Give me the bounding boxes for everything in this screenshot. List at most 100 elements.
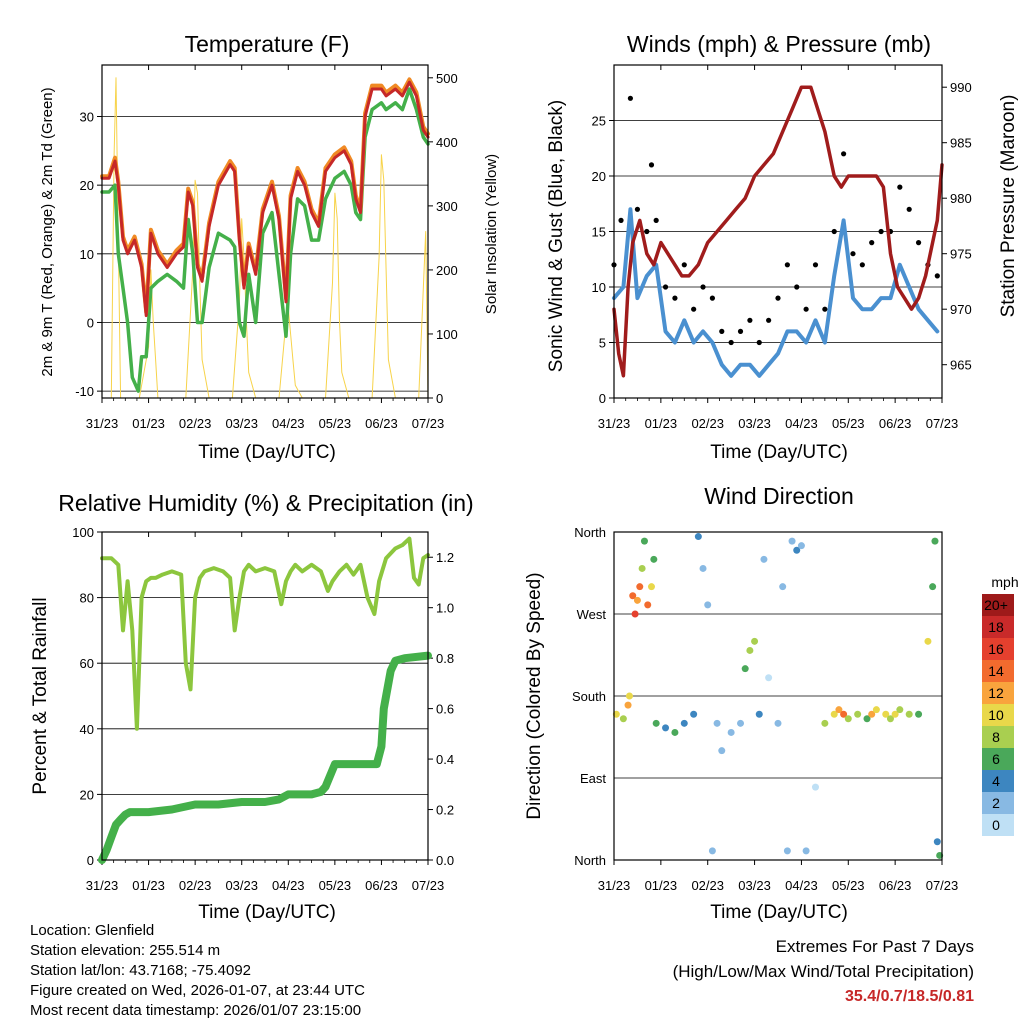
direction-point <box>929 583 937 591</box>
gust-point <box>906 206 912 212</box>
direction-point <box>840 710 848 718</box>
location-text: Location: Glenfield <box>30 922 155 939</box>
gust-point <box>747 317 753 323</box>
direction-point <box>636 583 644 591</box>
latlon-text: Station lat/lon: 43.7168; -75.4092 <box>30 962 252 979</box>
direction-point <box>844 715 852 723</box>
direction-point <box>783 847 791 855</box>
colorbar-label: 20+ <box>984 597 1008 613</box>
colorbar-label: 12 <box>988 685 1004 701</box>
y2-tick-label: 990 <box>950 80 972 95</box>
y2-tick-label: 300 <box>436 199 458 214</box>
direction-point <box>755 710 763 718</box>
direction-point <box>868 710 876 718</box>
direction-point <box>891 710 899 718</box>
winds-ylabel: Sonic Wind & Gust (Blue, Black) <box>546 100 567 372</box>
wind-line <box>612 207 940 378</box>
direction-point <box>793 546 801 554</box>
extremes-box: Extremes For Past 7 Days (High/Low/Max W… <box>673 934 974 1009</box>
colorbar-swatch <box>982 814 1014 836</box>
colorbar-swatch <box>982 704 1014 726</box>
rh-line <box>100 536 430 731</box>
y2-tick-label: 200 <box>436 263 458 278</box>
direction-point <box>640 537 648 545</box>
gust-point <box>709 295 716 301</box>
direction-point <box>652 719 660 727</box>
y2-tick-label: 980 <box>950 191 972 206</box>
x-tick-label: 03/23 <box>738 878 771 893</box>
x-tick-label: 04/23 <box>785 878 818 893</box>
gust-point <box>859 262 865 268</box>
y-tick-label: 30 <box>80 109 94 124</box>
gust-point <box>648 162 655 168</box>
y2-tick-label: 965 <box>950 358 972 373</box>
direction-point <box>821 719 829 727</box>
direction-point <box>644 601 652 609</box>
x-tick-label: 01/23 <box>132 878 165 893</box>
x-tick-label: 06/23 <box>879 878 912 893</box>
gust-point <box>878 228 884 235</box>
colorbar-title: mph <box>991 574 1018 590</box>
temperature-panel: Temperature (F) Time (Day/UTC) 2m & 9m T… <box>39 31 500 463</box>
x-tick-label: 02/23 <box>179 878 212 893</box>
direction-point <box>882 710 890 718</box>
x-tick-label: 06/23 <box>879 416 912 431</box>
temperature-y2label: Solar Insolation (Yellow) <box>483 154 500 314</box>
colorbar-swatch <box>982 748 1014 770</box>
colorbar-swatch <box>982 616 1014 638</box>
direction-point <box>631 610 639 618</box>
y-tick-label: 80 <box>80 591 94 606</box>
x-tick-label: 05/23 <box>832 878 865 893</box>
direction-point <box>625 692 633 700</box>
direction-point <box>896 706 904 714</box>
direction-point <box>830 710 838 718</box>
dewpoint-line <box>100 87 430 393</box>
y2-tick-label: 400 <box>436 135 458 150</box>
recent-text: Most recent data timestamp: 2026/01/07 2… <box>30 1002 362 1019</box>
colorbar-swatch <box>982 682 1014 704</box>
x-tick-label: 04/23 <box>785 416 818 431</box>
x-tick-label: 01/23 <box>645 416 678 431</box>
colorbar-label: 14 <box>988 663 1004 679</box>
gust-point <box>719 328 725 334</box>
direction-point <box>835 706 843 714</box>
direction-point <box>650 555 658 563</box>
temperature-xlabel: Time (Day/UTC) <box>198 442 336 463</box>
direction-point <box>760 555 768 563</box>
direction-point <box>737 719 745 727</box>
colorbar-label: 10 <box>988 707 1004 723</box>
x-tick-label: 03/23 <box>225 416 258 431</box>
direction-point <box>629 592 637 600</box>
y2-tick-label: 0.4 <box>436 752 454 767</box>
x-tick-label: 03/23 <box>738 416 771 431</box>
colorbar-swatch <box>982 594 1014 616</box>
direction-point <box>765 674 773 682</box>
direction-point <box>872 706 880 714</box>
gust-point <box>653 217 659 223</box>
gust-point <box>812 262 819 268</box>
plot-border <box>613 531 943 861</box>
y-tick-label: 0 <box>599 391 606 406</box>
y-tick-label: West <box>577 607 607 622</box>
direction-point <box>931 537 939 545</box>
pressure-line <box>612 85 944 378</box>
x-tick-label: 06/23 <box>365 416 398 431</box>
colorbar-label: 0 <box>992 817 1000 833</box>
direction-point <box>638 564 646 572</box>
x-tick-label: 05/23 <box>319 416 352 431</box>
winds-y2label: Station Pressure (Maroon) <box>998 95 1019 318</box>
y2-tick-label: 0.2 <box>436 803 454 818</box>
y-tick-label: East <box>580 771 606 786</box>
gust-point <box>784 262 790 268</box>
gust-point <box>822 306 828 312</box>
x-tick-label: 31/23 <box>86 878 119 893</box>
colorbar-swatch <box>982 660 1014 682</box>
x-tick-label: 01/23 <box>132 416 165 431</box>
gust-point <box>618 217 624 223</box>
x-tick-label: 07/23 <box>926 416 959 431</box>
direction-point <box>933 838 941 846</box>
winds-xlabel: Time (Day/UTC) <box>710 442 848 463</box>
y-tick-label: 60 <box>80 656 94 671</box>
y-tick-label: 20 <box>592 169 606 184</box>
gust-point <box>766 317 772 323</box>
